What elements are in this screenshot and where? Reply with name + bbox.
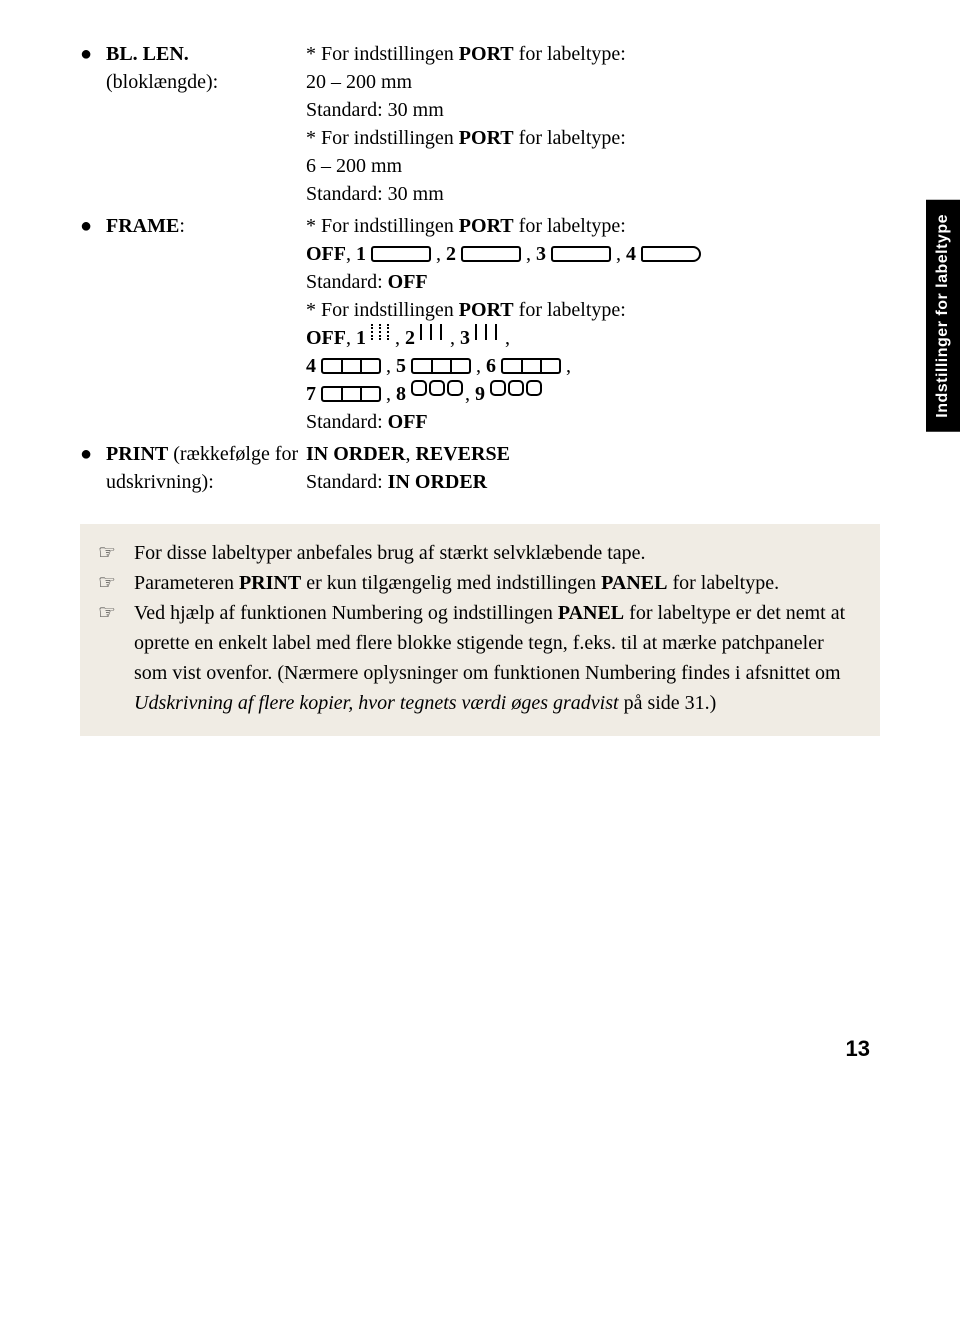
pointing-hand-icon: ☞ — [98, 538, 134, 568]
note-item: ☞ Parameteren PRINT er kun tilgængelig m… — [98, 568, 862, 598]
bullet-icon: ● — [80, 212, 106, 240]
setting-label: BL. LEN. (bloklængde): — [106, 40, 306, 96]
pointing-hand-icon: ☞ — [98, 598, 134, 628]
value-line: 4 , 5 , 6 , — [306, 352, 880, 380]
value-line: OFF, 1 , 2 , 3 , 4 — [306, 240, 880, 268]
note-item: ☞ For disse labeltyper anbefales brug af… — [98, 538, 862, 568]
value-line: * For indstillingen PORT for labeltype: — [306, 296, 880, 324]
value-line: IN ORDER, REVERSE — [306, 440, 880, 468]
bullet-icon: ● — [80, 40, 106, 68]
page: ● BL. LEN. (bloklængde): * For indstilli… — [0, 0, 960, 1102]
setting-item: ● BL. LEN. (bloklængde): * For indstilli… — [80, 40, 880, 208]
value-line: Standard: OFF — [306, 268, 880, 296]
settings-list: ● BL. LEN. (bloklængde): * For indstilli… — [80, 40, 880, 496]
note-text: For disse labeltyper anbefales brug af s… — [134, 538, 862, 568]
note-text: Ved hjælp af funktionen Numbering og ind… — [134, 598, 862, 718]
notes-box: ☞ For disse labeltyper anbefales brug af… — [80, 524, 880, 736]
note-item: ☞ Ved hjælp af funktionen Numbering og i… — [98, 598, 862, 718]
value-line: * For indstillingen PORT for labeltype: — [306, 124, 880, 152]
side-tab: Indstillinger for labeltype — [926, 200, 960, 432]
value-line: Standard: IN ORDER — [306, 468, 880, 496]
setting-values: * For indstillingen PORT for labeltype: … — [306, 40, 880, 208]
bullet-icon: ● — [80, 440, 106, 468]
value-line: 20 – 200 mm — [306, 68, 880, 96]
note-text: Parameteren PRINT er kun tilgængelig med… — [134, 568, 862, 598]
value-line: 7 , 8 , 9 — [306, 380, 880, 408]
setting-item: ● PRINT (rækkefølge for udskrivning): IN… — [80, 440, 880, 496]
value-line: 6 – 200 mm — [306, 152, 880, 180]
value-line: * For indstillingen PORT for labeltype: — [306, 212, 880, 240]
value-line: Standard: OFF — [306, 408, 880, 436]
setting-label: FRAME: — [106, 212, 306, 240]
setting-values: IN ORDER, REVERSE Standard: IN ORDER — [306, 440, 880, 496]
setting-values: * For indstillingen PORT for labeltype: … — [306, 212, 880, 436]
setting-item: ● FRAME: * For indstillingen PORT for la… — [80, 212, 880, 436]
value-line: Standard: 30 mm — [306, 96, 880, 124]
page-number: 13 — [80, 1036, 880, 1062]
value-line: * For indstillingen PORT for labeltype: — [306, 40, 880, 68]
value-line: Standard: 30 mm — [306, 180, 880, 208]
setting-label: PRINT (rækkefølge for udskrivning): — [106, 440, 306, 496]
value-line: OFF, 1 , 2 , 3 , — [306, 324, 880, 352]
pointing-hand-icon: ☞ — [98, 568, 134, 598]
